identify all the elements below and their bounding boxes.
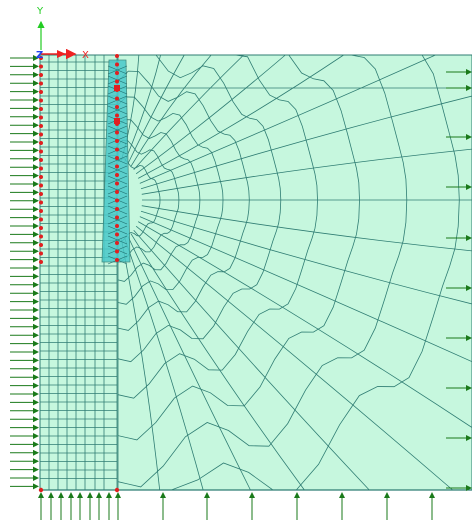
node-marker-icon[interactable] [115, 156, 119, 160]
node-marker-icon[interactable] [115, 131, 119, 135]
node-marker-icon[interactable] [39, 192, 43, 196]
node-marker-icon[interactable] [39, 235, 43, 239]
bottom-load-arrows [41, 493, 432, 520]
node-marker-icon[interactable] [39, 175, 43, 179]
node-marker-icon[interactable] [115, 105, 119, 109]
node-marker-icon[interactable] [39, 73, 43, 77]
node-marker-icon[interactable] [115, 488, 119, 492]
z-axis-label: Z [36, 50, 43, 61]
y-axis-label: Y [36, 6, 44, 17]
node-marker-icon[interactable] [115, 233, 119, 237]
node-marker-icon[interactable] [115, 80, 119, 84]
node-marker-icon[interactable] [39, 209, 43, 213]
node-marker-icon[interactable] [39, 107, 43, 111]
node-marker-icon[interactable] [39, 488, 43, 492]
node-marker-icon[interactable] [115, 190, 119, 194]
node-marker-icon[interactable] [115, 258, 119, 262]
node-marker-icon[interactable] [115, 199, 119, 203]
node-marker-icon[interactable] [115, 224, 119, 228]
node-marker-icon[interactable] [115, 71, 119, 75]
node-marker-icon[interactable] [115, 207, 119, 211]
node-marker-icon[interactable] [115, 148, 119, 152]
node-marker-icon[interactable] [115, 114, 119, 118]
node-marker-icon[interactable] [39, 252, 43, 256]
node-marker-icon[interactable] [39, 184, 43, 188]
node-marker-icon[interactable] [115, 250, 119, 254]
node-marker-icon[interactable] [39, 201, 43, 205]
node-marker-icon[interactable] [39, 141, 43, 145]
node-marker-icon[interactable] [115, 182, 119, 186]
node-marker-icon[interactable] [115, 173, 119, 177]
node-marker-icon[interactable] [115, 216, 119, 220]
node-marker-icon[interactable] [39, 218, 43, 222]
node-marker-icon[interactable] [39, 150, 43, 154]
node-marker-icon[interactable] [114, 85, 120, 91]
soil-domain[interactable] [40, 55, 472, 490]
node-marker-icon[interactable] [114, 118, 120, 124]
node-marker-icon[interactable] [115, 97, 119, 101]
node-marker-icon[interactable] [115, 165, 119, 169]
left-load-arrows [10, 58, 38, 486]
node-marker-icon[interactable] [39, 243, 43, 247]
node-marker-icon[interactable] [39, 99, 43, 103]
node-marker-icon[interactable] [39, 260, 43, 264]
node-marker-icon[interactable] [39, 158, 43, 162]
axis-triad-icon: Y X Z [36, 6, 89, 61]
node-marker-icon[interactable] [39, 65, 43, 69]
x-axis-label: X [82, 50, 89, 61]
node-marker-icon[interactable] [39, 226, 43, 230]
node-marker-icon[interactable] [39, 116, 43, 120]
node-marker-icon[interactable] [39, 133, 43, 137]
node-marker-icon[interactable] [39, 124, 43, 128]
node-marker-icon[interactable] [115, 139, 119, 143]
node-marker-icon[interactable] [39, 90, 43, 94]
node-marker-icon[interactable] [39, 167, 43, 171]
node-marker-icon[interactable] [115, 63, 119, 67]
node-marker-icon[interactable] [115, 241, 119, 245]
node-marker-icon[interactable] [115, 54, 119, 58]
node-marker-icon[interactable] [39, 82, 43, 86]
